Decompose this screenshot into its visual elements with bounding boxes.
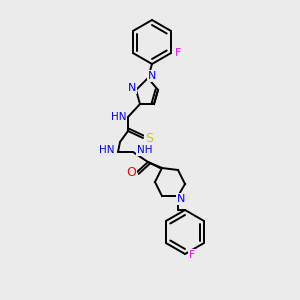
Text: HN: HN — [98, 145, 114, 155]
Text: F: F — [175, 48, 181, 58]
Text: F: F — [189, 250, 195, 260]
Text: N: N — [148, 71, 156, 81]
Text: S: S — [145, 131, 153, 145]
Text: O: O — [126, 166, 136, 178]
Text: NH: NH — [137, 145, 152, 155]
Text: N: N — [128, 83, 136, 93]
Text: HN: HN — [110, 112, 126, 122]
Text: N: N — [177, 194, 185, 204]
